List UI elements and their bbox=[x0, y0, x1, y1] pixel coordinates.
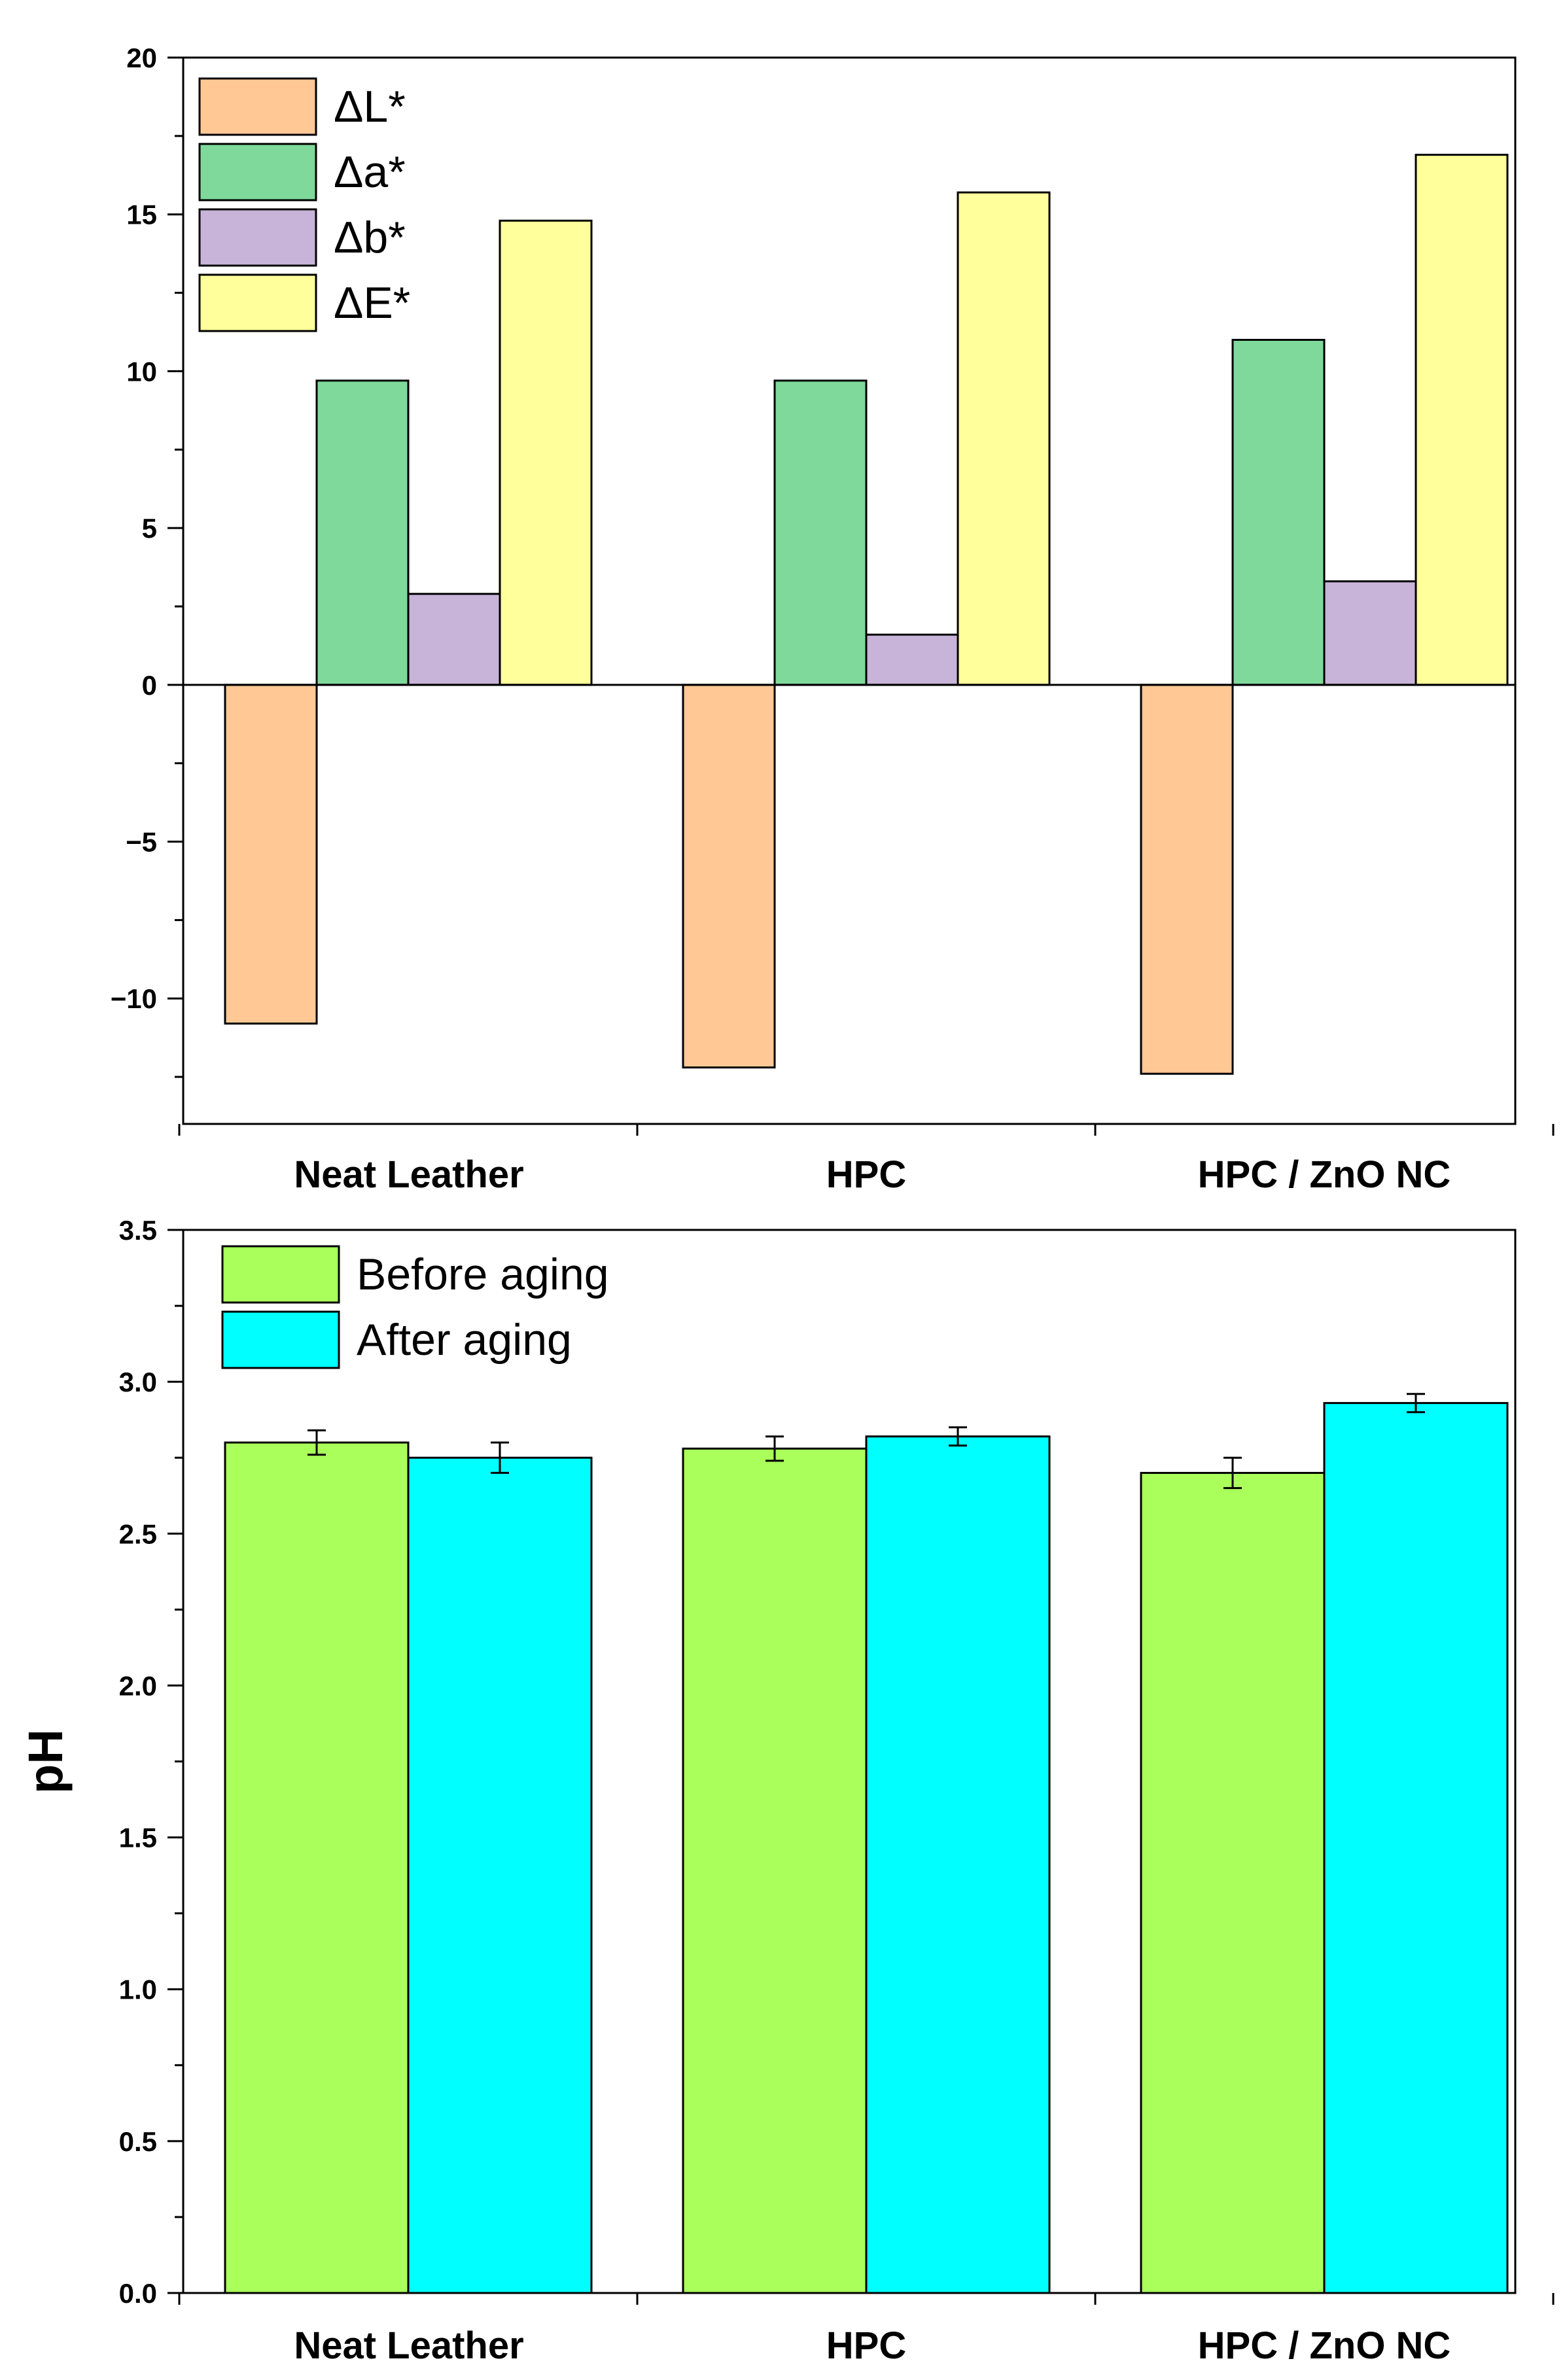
color-difference-legend-label-l: ΔL* bbox=[334, 82, 406, 131]
color-difference-bar-e-hpc bbox=[957, 191, 1051, 686]
ph-legend-label-after-aging: After aging bbox=[357, 1315, 572, 1365]
ph-bar-before-aging-neat-leather bbox=[224, 1441, 410, 2294]
color-difference-legend-label-b: Δb* bbox=[334, 213, 406, 262]
ph-legend-swatch-after-aging bbox=[221, 1310, 340, 1369]
ph-error-bar-before-aging-neat-leather bbox=[308, 1429, 326, 1456]
color-difference-bar-l-hpc bbox=[682, 684, 776, 1069]
ph-ytick-label-3: 1.5 bbox=[119, 1823, 157, 1853]
ph-ytick-label-4: 2.0 bbox=[119, 1670, 157, 1701]
ph-ytick-label-1: 0.5 bbox=[119, 2126, 157, 2157]
ph-ytick-label-0: 0.0 bbox=[119, 2278, 157, 2309]
ph-bar-after-aging-hpc bbox=[865, 1435, 1051, 2294]
color-difference-legend-swatch-a bbox=[198, 143, 317, 201]
ph-category-label-hpc-zno-nc: HPC / ZnO NC bbox=[1198, 2324, 1451, 2367]
color-difference-ytick-label-4: 10 bbox=[126, 356, 157, 387]
ph-legend-label-before-aging: Before aging bbox=[357, 1250, 609, 1299]
color-difference-legend-swatch-l bbox=[198, 77, 317, 136]
ph-legend-item-after-aging: After aging bbox=[221, 1310, 572, 1369]
ph-bar-after-aging-hpc-zno-nc bbox=[1323, 1402, 1509, 2294]
color-difference-bar-b-hpc bbox=[865, 633, 959, 686]
color-difference-legend-swatch-e bbox=[198, 273, 317, 332]
ph-bar-before-aging-hpc-zno-nc bbox=[1140, 1471, 1326, 2294]
color-difference-category-label-hpc: HPC bbox=[826, 1153, 906, 1196]
ph-bar-before-aging-hpc bbox=[682, 1447, 868, 2294]
ph-error-bar-after-aging-hpc bbox=[949, 1426, 967, 1447]
ph-error-bar-after-aging-hpc-zno-nc bbox=[1407, 1393, 1425, 1414]
color-difference-bar-a-hpc bbox=[773, 379, 868, 686]
color-difference-ytick-label-0: −10 bbox=[111, 983, 157, 1014]
ph-ytick-label-7: 3.5 bbox=[119, 1215, 157, 1246]
color-difference-bar-b-hpc-zno-nc bbox=[1323, 580, 1417, 686]
color-difference-bar-a-neat-leather bbox=[315, 379, 410, 686]
color-difference-chart: −10 −5 0 5 10 15 20 Neat Leather HPC HPC / ZnO NC… bbox=[111, 43, 1555, 1196]
color-difference-legend-label-a: Δa* bbox=[334, 147, 406, 197]
color-difference-bar-a-hpc-zno-nc bbox=[1231, 338, 1326, 686]
color-difference-category-label-hpc-zno-nc: HPC / ZnO NC bbox=[1198, 1153, 1451, 1196]
color-difference-category-label-neat-leather: Neat Leather bbox=[294, 1153, 523, 1196]
color-difference-legend-item-a: Δa* bbox=[198, 143, 406, 201]
color-difference-ytick-label-2: 0 bbox=[142, 670, 157, 701]
color-difference-ytick-label-5: 15 bbox=[126, 200, 157, 230]
ph-y-axis-title: pH bbox=[18, 1729, 73, 1794]
color-difference-legend-swatch-b bbox=[198, 208, 317, 267]
color-difference-ytick-label-6: 20 bbox=[126, 43, 157, 73]
color-difference-bar-e-neat-leather bbox=[499, 219, 593, 686]
ph-chart: 0.0 0.5 1.0 1.5 2.0 2.5 3.0 3.5 Neat Leather HPC H… bbox=[18, 1215, 1555, 2367]
ph-ytick-label-6: 3.0 bbox=[119, 1367, 157, 1397]
ph-category-label-neat-leather: Neat Leather bbox=[294, 2324, 523, 2367]
color-difference-bar-e-hpc-zno-nc bbox=[1415, 154, 1509, 686]
ph-legend-swatch-before-aging bbox=[221, 1245, 340, 1304]
color-difference-plot-frame bbox=[182, 56, 1517, 1125]
ph-error-bar-before-aging-hpc bbox=[765, 1435, 784, 1462]
ph-bar-after-aging-neat-leather bbox=[407, 1456, 593, 2294]
ph-category-label-hpc: HPC bbox=[826, 2324, 906, 2367]
ph-legend-item-before-aging: Before aging bbox=[221, 1245, 609, 1304]
color-difference-legend-item-l: ΔL* bbox=[198, 77, 406, 136]
ph-error-bar-after-aging-neat-leather bbox=[491, 1441, 509, 1474]
color-difference-ytick-label-3: 5 bbox=[142, 513, 157, 544]
color-difference-legend-item-b: Δb* bbox=[198, 208, 406, 267]
color-difference-legend-item-e: ΔE* bbox=[198, 273, 410, 332]
color-difference-legend-label-e: ΔE* bbox=[334, 278, 410, 328]
color-difference-ytick-label-1: −5 bbox=[126, 827, 157, 858]
ph-ytick-label-2: 1.0 bbox=[119, 1974, 157, 2005]
color-difference-bar-l-hpc-zno-nc bbox=[1140, 684, 1234, 1075]
color-difference-bar-l-neat-leather bbox=[224, 684, 318, 1025]
color-difference-bar-b-neat-leather bbox=[407, 593, 501, 686]
ph-ytick-label-5: 2.5 bbox=[119, 1518, 157, 1549]
ph-error-bar-before-aging-hpc-zno-nc bbox=[1223, 1456, 1242, 1490]
